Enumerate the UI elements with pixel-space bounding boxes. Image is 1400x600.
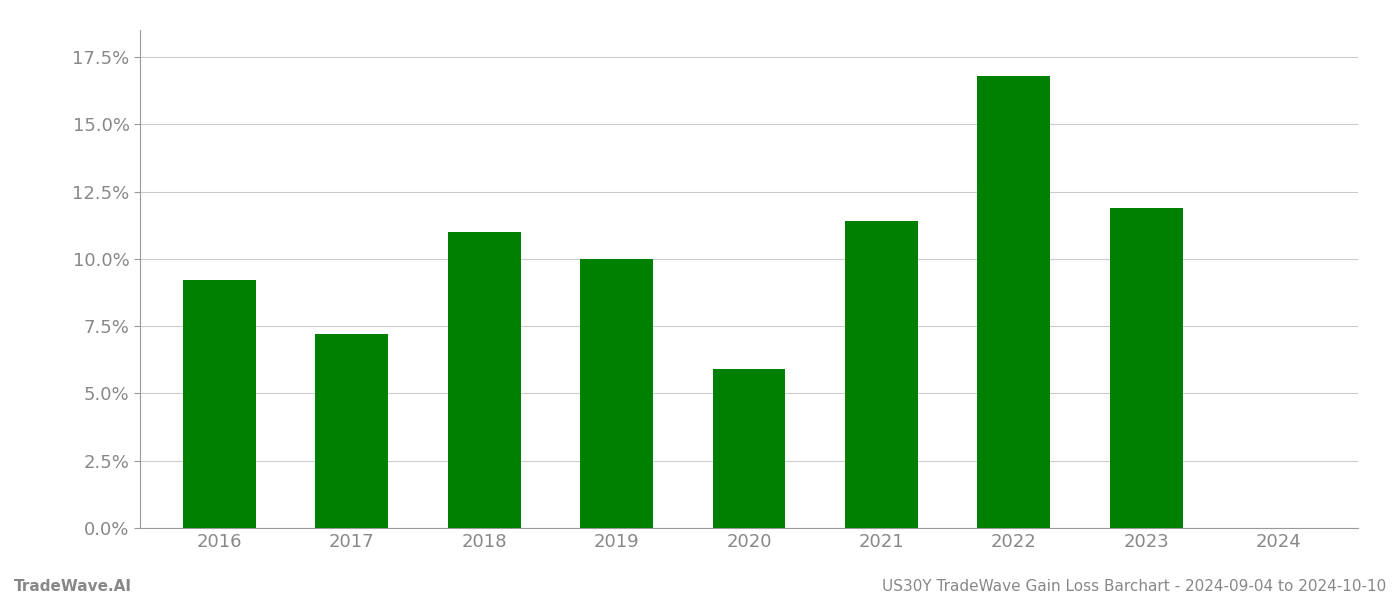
- Bar: [448, 232, 521, 528]
- Bar: [977, 76, 1050, 528]
- Bar: [580, 259, 652, 528]
- Bar: [713, 369, 785, 528]
- Text: US30Y TradeWave Gain Loss Barchart - 2024-09-04 to 2024-10-10: US30Y TradeWave Gain Loss Barchart - 202…: [882, 579, 1386, 594]
- Bar: [183, 280, 256, 528]
- Text: TradeWave.AI: TradeWave.AI: [14, 579, 132, 594]
- Bar: [846, 221, 918, 528]
- Bar: [1110, 208, 1183, 528]
- Bar: [315, 334, 388, 528]
